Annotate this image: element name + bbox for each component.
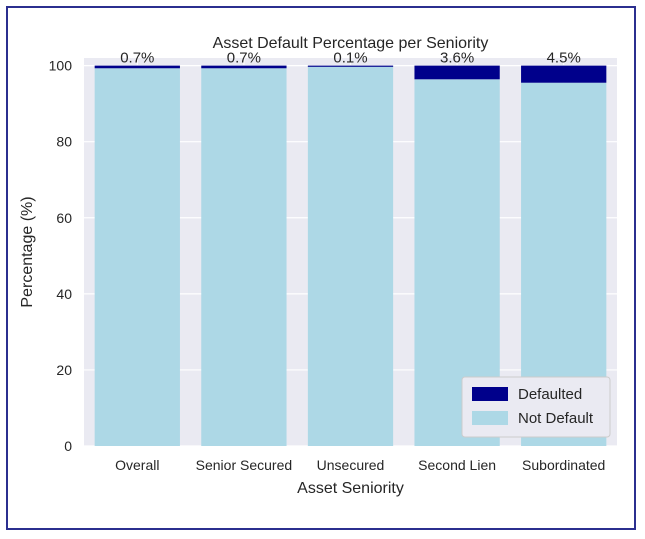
bar-defaulted bbox=[414, 65, 500, 80]
legend-swatch bbox=[472, 411, 508, 425]
data-label: 3.6% bbox=[440, 50, 474, 67]
legend-label: Not Default bbox=[518, 410, 594, 427]
y-axis-label: Percentage (%) bbox=[19, 196, 36, 307]
bar-not-default bbox=[307, 65, 394, 447]
bar-not-default bbox=[201, 68, 287, 446]
y-tick-label: 80 bbox=[56, 134, 72, 150]
x-tick-label: Unsecured bbox=[317, 457, 385, 473]
data-label: 0.7% bbox=[120, 50, 154, 67]
legend: Defaulted Not Default bbox=[461, 376, 611, 438]
x-axis-ticks: Overall Senior Secured Unsecured Second Lie… bbox=[115, 457, 605, 473]
legend-label: Defaulted bbox=[518, 386, 582, 403]
y-tick-label: 20 bbox=[56, 362, 72, 378]
x-tick-label: Overall bbox=[115, 457, 159, 473]
bar-defaulted bbox=[201, 65, 287, 69]
bars bbox=[94, 65, 607, 447]
x-axis-label: Asset Seniority bbox=[297, 480, 404, 497]
y-tick-label: 100 bbox=[49, 58, 73, 74]
data-labels: 0.7% 0.7% 0.1% 3.6% 4.5% bbox=[120, 50, 581, 67]
y-tick-label: 40 bbox=[56, 286, 72, 302]
x-tick-label: Subordinated bbox=[522, 457, 605, 473]
chart-title: Asset Default Percentage per Seniority bbox=[213, 35, 489, 52]
y-tick-label: 60 bbox=[56, 210, 72, 226]
data-label: 0.1% bbox=[333, 50, 367, 67]
data-label: 0.7% bbox=[227, 50, 261, 67]
y-axis-ticks: 0 20 40 60 80 100 bbox=[49, 58, 73, 454]
data-label: 4.5% bbox=[547, 50, 581, 67]
bar-defaulted bbox=[521, 65, 607, 83]
bar-not-default bbox=[94, 68, 180, 446]
x-tick-label: Second Lien bbox=[418, 457, 496, 473]
y-tick-label: 0 bbox=[64, 438, 72, 454]
legend-swatch bbox=[472, 387, 508, 401]
bar-defaulted bbox=[94, 65, 180, 69]
x-tick-label: Senior Secured bbox=[196, 457, 293, 473]
bar-defaulted bbox=[307, 65, 394, 67]
